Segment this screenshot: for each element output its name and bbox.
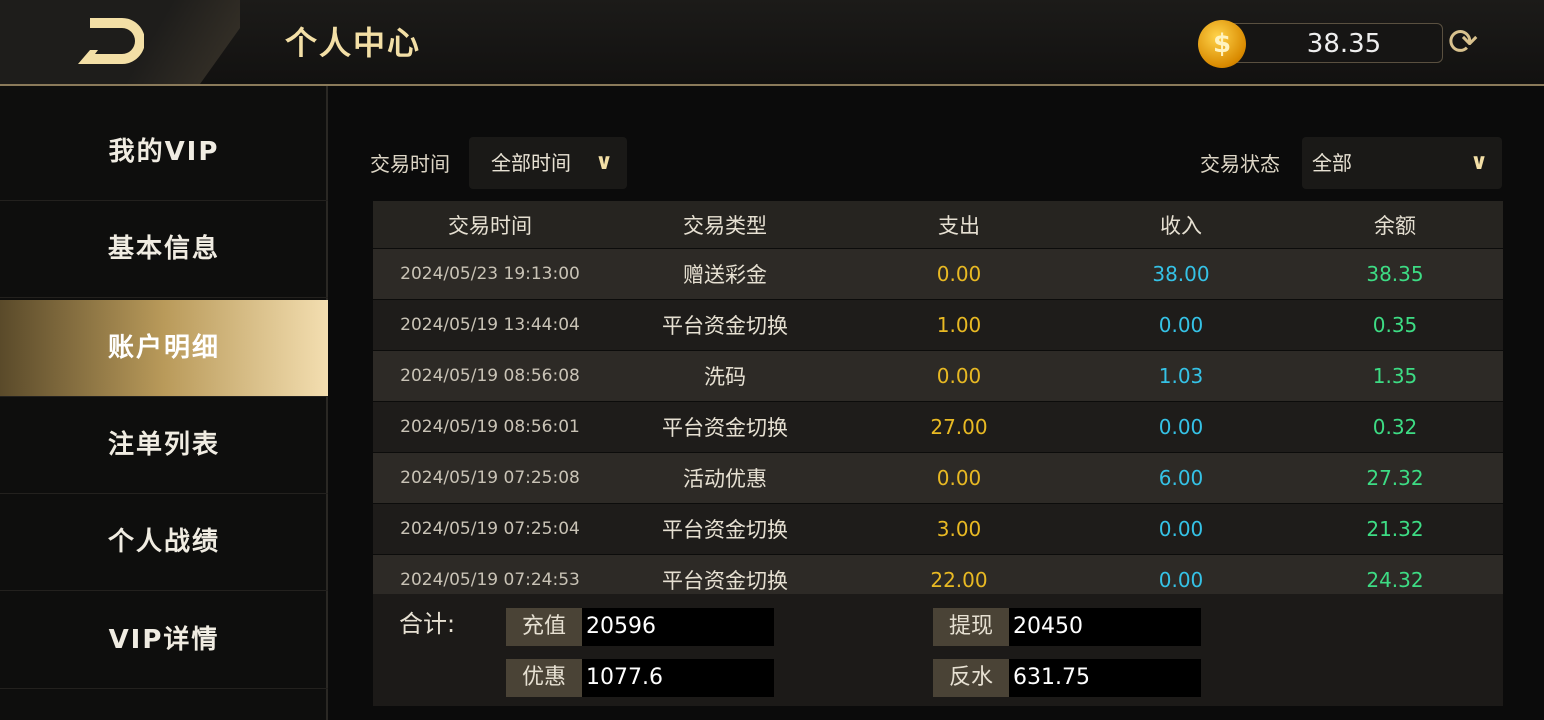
column-header: 收入 [1160,213,1202,238]
field-key: 充值 [506,608,582,646]
table-cell: 0.00 [1158,415,1204,439]
table-row: 2024/05/19 08:56:08 洗码 0.00 1.03 1.35 [373,351,1503,402]
summary-rebate: 反水 631.75 [933,659,1201,697]
table-cell: 22.00 [930,568,988,592]
field-key: 反水 [933,659,1009,697]
table-row: 2024/05/23 19:13:00 赠送彩金 0.00 38.00 38.35 [373,249,1503,300]
table-header: 交易时间 交易类型 支出 收入 余额 [373,201,1503,249]
summary-promo: 优惠 1077.6 [506,659,774,697]
table-row: 2024/05/19 08:56:01 平台资金切换 27.00 0.00 0.32 [373,402,1503,453]
field-value: 1077.6 [582,659,774,697]
table-cell: 27.00 [930,415,988,439]
table-cell: 1.03 [1158,364,1204,388]
table-cell: 0.00 [1158,568,1204,592]
table-cell: 38.00 [1152,262,1210,286]
status-filter-value: 全部 [1312,151,1352,175]
table-cell: 平台资金切换 [662,314,788,338]
sidebar-item-vip-details[interactable]: VIP详情 [0,592,328,689]
status-filter-label: 交易状态 [1200,152,1280,176]
table-cell: 38.35 [1366,262,1424,286]
table-cell: 0.00 [1158,313,1204,337]
table-cell: 0.00 [936,364,982,388]
sidebar-item-basic-info[interactable]: 基本信息 [0,201,328,298]
table-cell: 1.35 [1372,364,1418,388]
table-cell: 1.00 [936,313,982,337]
table-cell: 平台资金切换 [662,569,788,593]
column-header: 交易时间 [448,213,532,238]
table-cell: 2024/05/19 08:56:01 [400,417,580,437]
chevron-down-icon: ∨ [1470,150,1488,175]
status-filter-select[interactable]: 全部 ∨ [1302,137,1502,189]
table-cell: 21.32 [1366,517,1424,541]
header: 个人中心 $ 38.35 ⟳ [0,0,1544,86]
sidebar-item-personal-record[interactable]: 个人战绩 [0,494,328,591]
field-value: 631.75 [1009,659,1201,697]
coin-icon: $ [1198,20,1246,68]
table-cell: 洗码 [704,365,746,389]
chevron-down-icon: ∨ [595,150,613,175]
column-header: 交易类型 [683,213,767,238]
table-cell: 0.32 [1372,415,1418,439]
table-cell: 2024/05/19 07:24:53 [400,570,580,590]
table-row: 2024/05/19 07:25:08 活动优惠 0.00 6.00 27.32 [373,453,1503,504]
transactions-table: 交易时间 交易类型 支出 收入 余额 2024/05/23 19:13:00 赠送… [373,201,1503,706]
table-row: 2024/05/19 13:44:04 平台资金切换 1.00 0.00 0.35 [373,300,1503,351]
page-title: 个人中心 [285,24,422,62]
table-cell: 27.32 [1366,466,1424,490]
table-cell: 2024/05/23 19:13:00 [400,264,580,284]
summary-withdraw: 提现 20450 [933,608,1201,646]
table-cell: 2024/05/19 07:25:04 [400,519,580,539]
summary-label: 合计: [399,610,456,638]
sidebar-item-my-vip[interactable]: 我的VIP [0,104,328,201]
table-cell: 2024/05/19 07:25:08 [400,468,580,488]
column-header: 余额 [1374,213,1416,238]
table-cell: 2024/05/19 13:44:04 [400,315,580,335]
table-cell: 平台资金切换 [662,518,788,542]
sidebar-item-account-details[interactable]: 账户明细 [0,300,328,397]
table-cell: 2024/05/19 08:56:08 [400,366,580,386]
table-cell: 3.00 [936,517,982,541]
balance-display: 38.35 [1215,23,1443,63]
table-row: 2024/05/19 07:25:04 平台资金切换 3.00 0.00 21.32 [373,504,1503,555]
field-key: 优惠 [506,659,582,697]
table-cell: 0.00 [1158,517,1204,541]
field-value: 20450 [1009,608,1201,646]
table-cell: 活动优惠 [683,467,767,491]
field-key: 提现 [933,608,1009,646]
summary-recharge: 充值 20596 [506,608,774,646]
column-header: 支出 [938,213,980,238]
table-cell: 0.35 [1372,313,1418,337]
table-cell: 0.00 [936,262,982,286]
sidebar: 我的VIP 基本信息 账户明细 注单列表 个人战绩 VIP详情 [0,86,328,720]
back-icon [78,18,144,64]
summary-panel: 合计: 充值 20596 提现 20450 优惠 1077.6 反水 631.75 [373,594,1503,706]
time-filter-select[interactable]: 全部时间 ∨ [469,137,627,189]
sidebar-item-bet-list[interactable]: 注单列表 [0,397,328,494]
table-cell: 赠送彩金 [683,263,767,287]
refresh-icon[interactable]: ⟳ [1448,22,1479,63]
field-value: 20596 [582,608,774,646]
table-cell: 6.00 [1158,466,1204,490]
table-cell: 平台资金切换 [662,416,788,440]
time-filter-value: 全部时间 [491,151,571,175]
table-cell: 24.32 [1366,568,1424,592]
table-cell: 0.00 [936,466,982,490]
time-filter-label: 交易时间 [370,152,450,176]
back-button[interactable] [0,0,240,84]
